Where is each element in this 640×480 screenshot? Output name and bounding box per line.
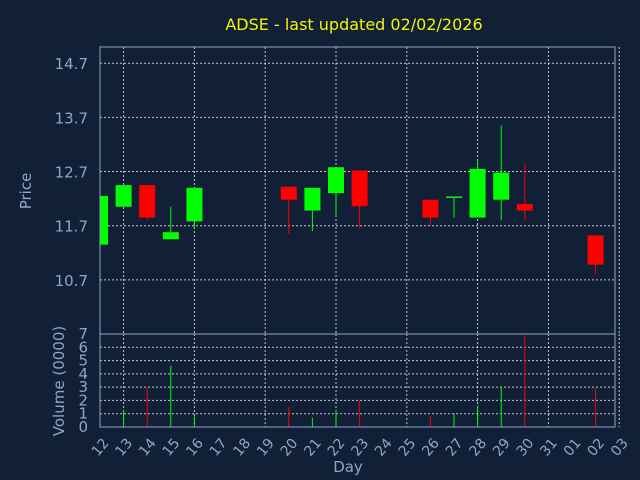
day-tick-label: 26 <box>419 436 443 460</box>
day-tick-label: 14 <box>136 436 160 460</box>
volume-tick-label: 1 <box>78 405 88 423</box>
candle-body <box>446 196 462 198</box>
candle-body <box>162 232 179 240</box>
volume-tick-label: 3 <box>78 378 88 396</box>
day-tick-label: 19 <box>254 436 278 460</box>
day-axis-ticks: 12 13 14 15 16 17 18 19 20 21 22 23 24 25 26 27 28 29 30 31… <box>89 436 632 460</box>
day-tick-label: 23 <box>348 436 372 460</box>
day-tick-label: 22 <box>325 436 349 460</box>
volume-tick-label: 4 <box>78 365 88 383</box>
price-tick-label: 12.7 <box>55 164 88 182</box>
candle-body <box>493 172 510 200</box>
candle-body <box>422 199 439 218</box>
day-tick-label: 01 <box>561 436 585 460</box>
volume-tick-label: 5 <box>78 352 88 370</box>
day-tick-label: 30 <box>514 436 538 460</box>
day-tick-label: 31 <box>537 436 561 460</box>
day-tick-label: 15 <box>160 436 184 460</box>
volume-tick-label: 6 <box>78 338 88 356</box>
volume-axis-label: Volume (0000) <box>50 326 68 436</box>
candle-body <box>587 235 604 265</box>
day-tick-label: 24 <box>372 436 396 460</box>
volume-bars <box>123 335 597 427</box>
price-tick-label: 14.7 <box>55 55 88 73</box>
candle-body <box>304 187 321 211</box>
price-tick-label: 10.7 <box>55 272 88 290</box>
candle-body <box>115 185 132 207</box>
price-candles <box>99 125 604 275</box>
day-tick-label: 21 <box>301 436 325 460</box>
y-axis-label: Price <box>17 173 35 210</box>
candle-body <box>516 204 533 211</box>
candle-body <box>280 186 297 200</box>
candle-body <box>100 195 108 245</box>
day-tick-label: 28 <box>466 436 490 460</box>
candle-body <box>351 170 368 207</box>
day-tick-label: 16 <box>183 436 207 460</box>
x-axis-label: Day <box>333 458 363 476</box>
day-tick-label: 18 <box>230 436 254 460</box>
candle-body <box>469 168 486 218</box>
price-axis-ticks: 14.7 13.7 12.7 11.7 10.7 <box>55 55 88 290</box>
day-tick-label: 29 <box>490 436 514 460</box>
volume-tick-label: 0 <box>78 418 88 436</box>
day-tick-label: 27 <box>443 436 467 460</box>
volume-tick-label: 7 <box>78 325 88 343</box>
candle-body <box>139 185 156 218</box>
candle-body <box>186 187 203 222</box>
day-tick-label: 17 <box>207 436 231 460</box>
day-tick-label: 02 <box>584 436 608 460</box>
day-tick-label: 03 <box>608 436 632 460</box>
day-tick-label: 13 <box>112 436 136 460</box>
day-tick-label: 12 <box>89 436 113 460</box>
chart-title: ADSE - last updated 02/02/2026 <box>225 15 482 34</box>
volume-tick-label: 2 <box>78 391 88 409</box>
candle-body <box>328 167 344 194</box>
price-tick-label: 13.7 <box>55 109 88 127</box>
price-tick-label: 11.7 <box>55 218 88 236</box>
day-tick-label: 20 <box>278 436 302 460</box>
day-tick-label: 25 <box>396 436 420 460</box>
volume-plot-frame <box>99 333 616 428</box>
